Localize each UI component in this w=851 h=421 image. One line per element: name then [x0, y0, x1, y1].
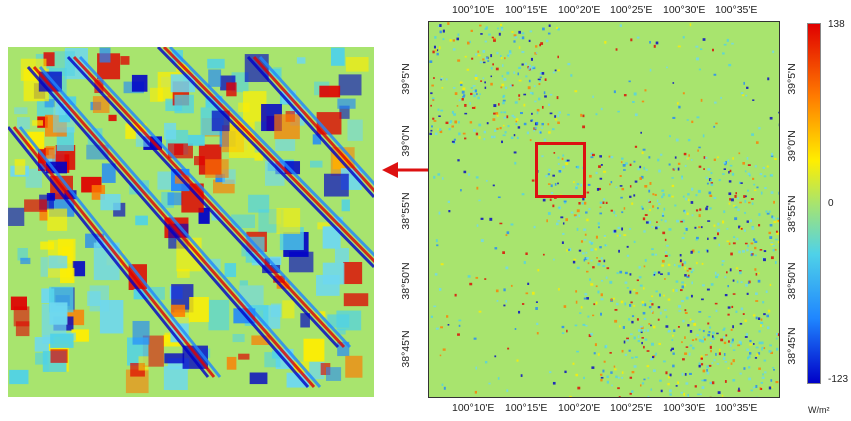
zoomed-detail-texture: [8, 47, 374, 394]
top-lon-label: 100°20'E: [558, 4, 601, 16]
highlight-box: [535, 142, 586, 198]
map-panel: [428, 21, 780, 398]
map-texture: [429, 22, 779, 397]
top-lon-label: 100°35'E: [715, 4, 758, 16]
right-lat-label: 38°50'N: [786, 262, 798, 300]
left-lat-label: 38°55'N: [400, 192, 412, 230]
left-lat-label: 39°5'N: [400, 63, 412, 95]
bottom-lon-label: 100°30'E: [663, 402, 706, 414]
left-lat-label: 38°45'N: [400, 330, 412, 368]
bottom-lon-label: 100°25'E: [610, 402, 653, 414]
zoomed-detail-panel: [8, 47, 374, 397]
right-lat-label: 38°45'N: [786, 327, 798, 365]
colorbar-min-label: -123: [828, 374, 849, 385]
bottom-lon-label: 100°35'E: [715, 402, 758, 414]
top-lon-label: 100°30'E: [663, 4, 706, 16]
bottom-lon-label: 100°20'E: [558, 402, 601, 414]
bottom-lon-label: 100°15'E: [505, 402, 548, 414]
colorbar-mid-label: 0: [828, 198, 834, 209]
colorbar-unit-label: W/m²: [808, 405, 830, 415]
colorbar: [807, 23, 821, 384]
top-lon-label: 100°10'E: [452, 4, 495, 16]
left-lat-label: 38°50'N: [400, 262, 412, 300]
right-lat-label: 39°5'N: [786, 63, 798, 95]
top-lon-label: 100°15'E: [505, 4, 548, 16]
colorbar-max-label: 138: [828, 19, 845, 30]
top-lon-label: 100°25'E: [610, 4, 653, 16]
left-lat-label: 39°0'N: [400, 125, 412, 157]
right-lat-label: 39°0'N: [786, 130, 798, 162]
bottom-lon-label: 100°10'E: [452, 402, 495, 414]
right-lat-label: 38°55'N: [786, 195, 798, 233]
